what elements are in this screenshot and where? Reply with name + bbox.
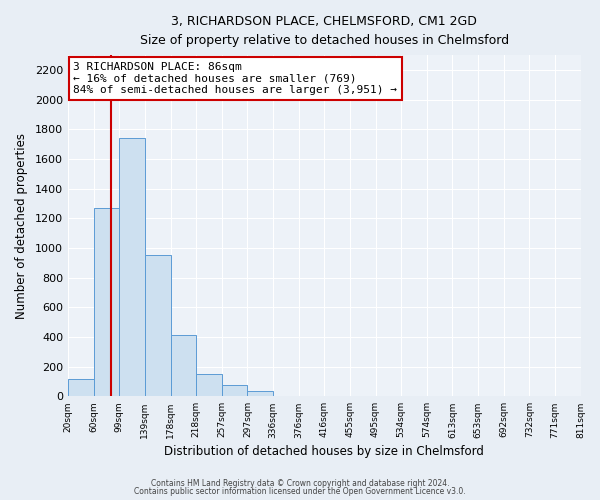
Bar xyxy=(196,374,222,396)
Bar xyxy=(247,391,273,396)
Title: 3, RICHARDSON PLACE, CHELMSFORD, CM1 2GD
Size of property relative to detached h: 3, RICHARDSON PLACE, CHELMSFORD, CM1 2GD… xyxy=(140,15,509,47)
Bar xyxy=(145,256,170,396)
Text: Contains HM Land Registry data © Crown copyright and database right 2024.: Contains HM Land Registry data © Crown c… xyxy=(151,478,449,488)
Bar xyxy=(94,208,119,396)
Y-axis label: Number of detached properties: Number of detached properties xyxy=(15,132,28,318)
Text: 3 RICHARDSON PLACE: 86sqm
← 16% of detached houses are smaller (769)
84% of semi: 3 RICHARDSON PLACE: 86sqm ← 16% of detac… xyxy=(73,62,397,95)
X-axis label: Distribution of detached houses by size in Chelmsford: Distribution of detached houses by size … xyxy=(164,444,484,458)
Bar xyxy=(222,385,247,396)
Bar xyxy=(170,335,196,396)
Bar xyxy=(119,138,145,396)
Text: Contains public sector information licensed under the Open Government Licence v3: Contains public sector information licen… xyxy=(134,487,466,496)
Bar xyxy=(68,378,94,396)
